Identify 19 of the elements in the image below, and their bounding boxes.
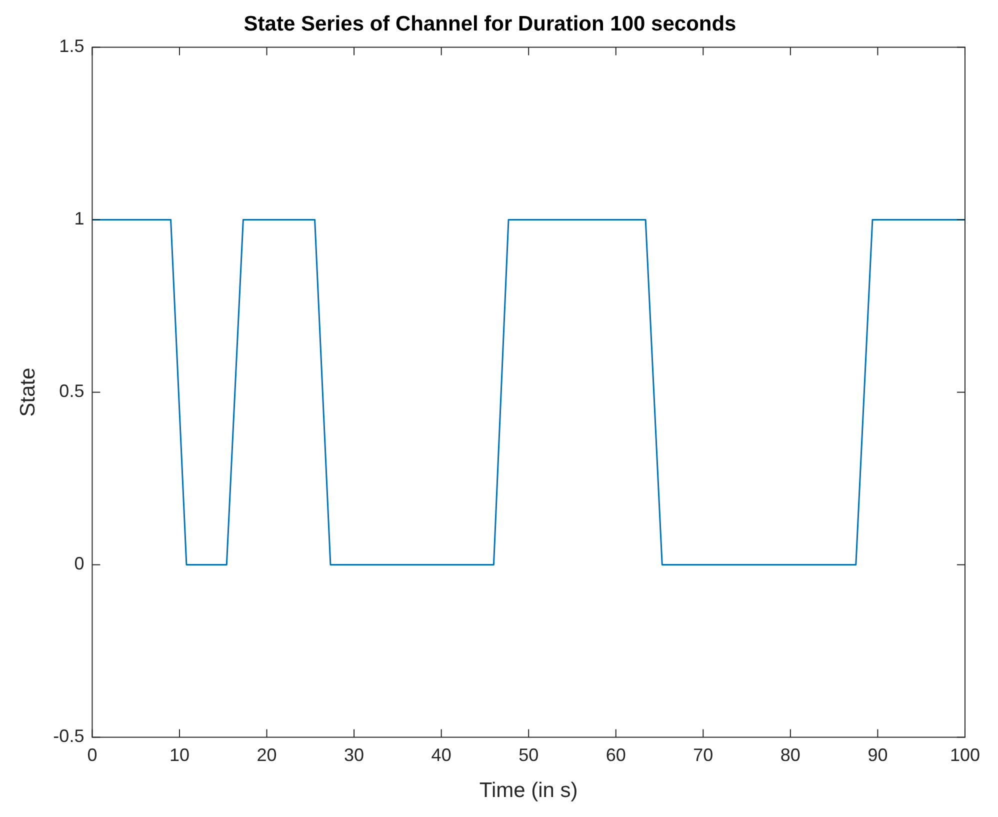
y-tick-label: 1: [74, 208, 84, 229]
x-tick-label: 50: [518, 744, 539, 765]
x-tick-label: 80: [780, 744, 800, 765]
y-axis-title: State: [16, 368, 40, 417]
x-tick-label: 20: [256, 744, 277, 765]
y-tick-label: 1.5: [59, 36, 84, 56]
y-tick-label: 0.5: [59, 381, 84, 402]
x-tick-label: 90: [868, 744, 888, 765]
x-tick-label: 0: [87, 744, 98, 765]
x-tick-label: 10: [169, 744, 190, 765]
y-tick-label: -0.5: [53, 726, 84, 746]
chart-title: State Series of Channel for Duration 100 seconds: [244, 12, 736, 36]
y-tick-label: 0: [74, 554, 84, 574]
x-axis-title: Time (in s): [479, 779, 578, 802]
x-tick-label: 70: [693, 744, 714, 765]
x-tick-label: 60: [606, 744, 626, 765]
x-tick-label: 100: [950, 744, 980, 765]
x-tick-label: 40: [431, 744, 452, 765]
x-tick-label: 30: [344, 744, 364, 765]
